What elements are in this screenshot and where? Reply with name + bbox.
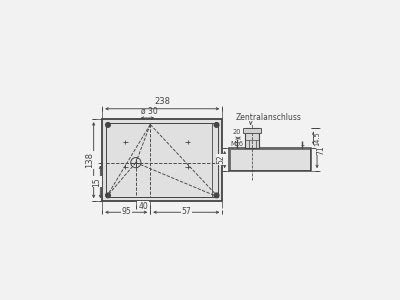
Text: 71: 71 — [317, 145, 326, 154]
Circle shape — [214, 123, 219, 127]
Text: 15: 15 — [92, 177, 101, 187]
Bar — [102, 119, 222, 201]
Circle shape — [106, 123, 110, 127]
Text: M 6: M 6 — [231, 141, 243, 147]
Circle shape — [106, 193, 110, 198]
Text: 40: 40 — [138, 202, 148, 211]
Bar — [106, 123, 218, 197]
Bar — [229, 148, 311, 171]
Text: Zentralanschluss: Zentralanschluss — [236, 113, 302, 122]
Circle shape — [214, 193, 219, 198]
Bar — [245, 128, 259, 148]
Text: 14.5: 14.5 — [314, 131, 320, 146]
Text: 57: 57 — [182, 207, 191, 216]
Text: 95: 95 — [121, 207, 131, 216]
Bar — [243, 128, 261, 133]
Bar — [230, 149, 310, 170]
Text: 138: 138 — [86, 152, 94, 168]
Text: ø 30: ø 30 — [141, 106, 158, 115]
Text: 238: 238 — [154, 97, 170, 106]
Text: 20: 20 — [232, 129, 241, 135]
Text: 52: 52 — [217, 155, 226, 164]
